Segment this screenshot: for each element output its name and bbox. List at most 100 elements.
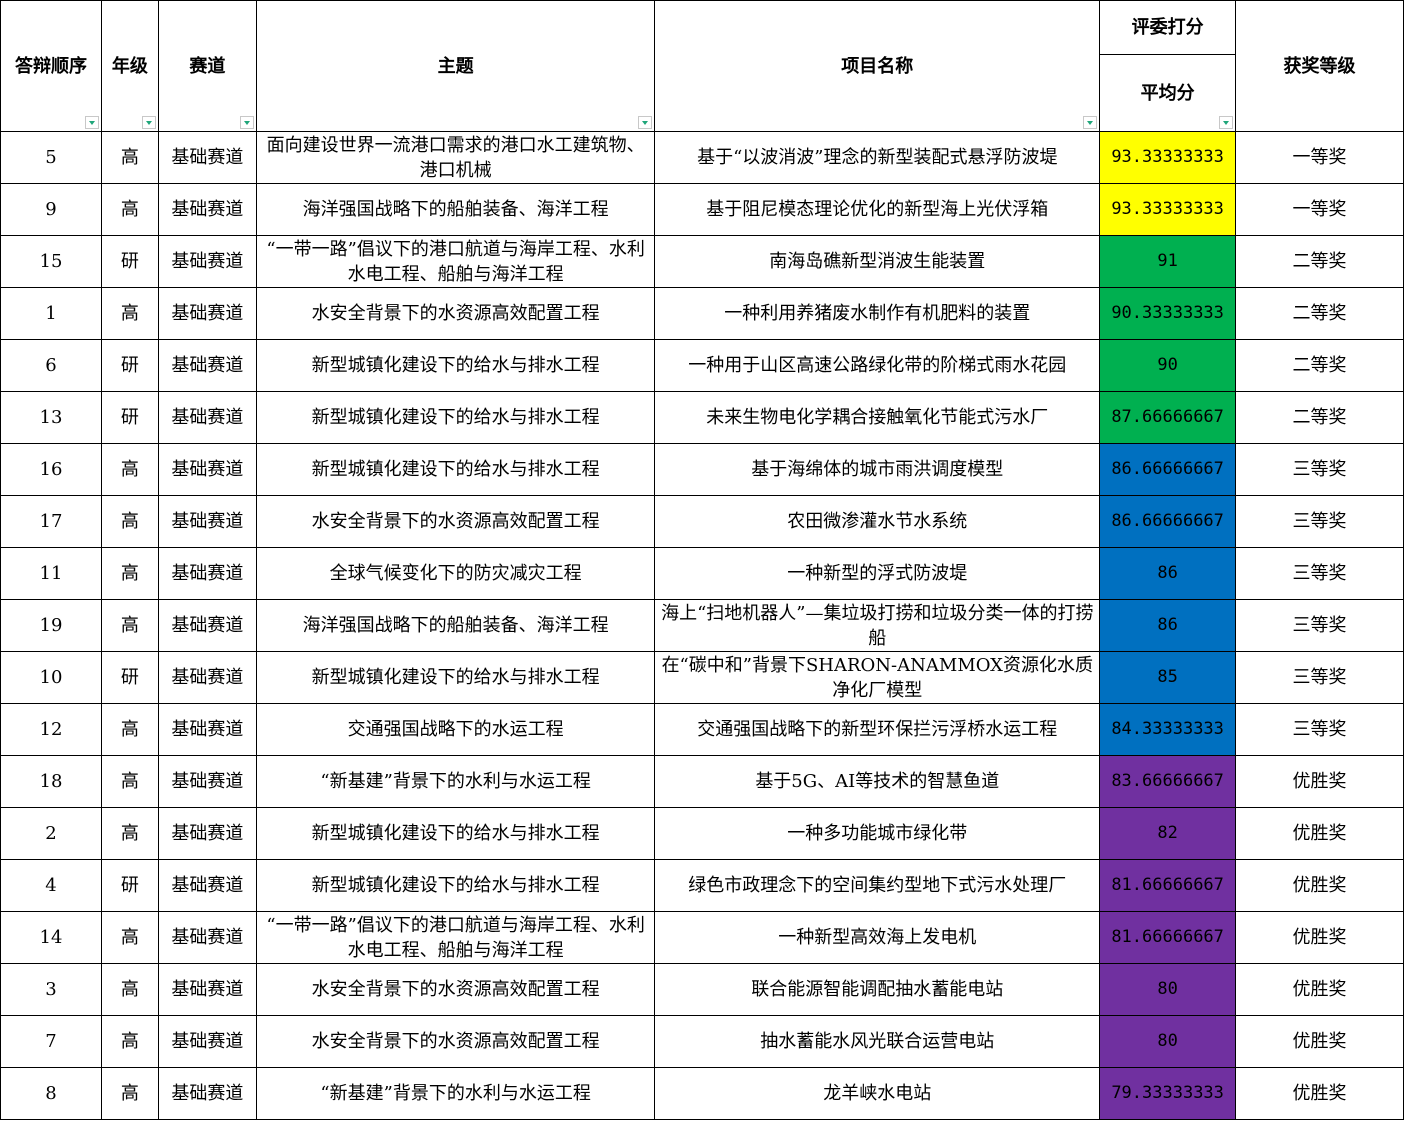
- cell-track[interactable]: 基础赛道: [157, 963, 257, 1016]
- cell-project[interactable]: 基于海绵体的城市雨洪调度模型: [654, 443, 1101, 496]
- cell-track[interactable]: 基础赛道: [157, 287, 257, 340]
- cell-award[interactable]: 三等奖: [1235, 495, 1404, 548]
- cell-track[interactable]: 基础赛道: [157, 599, 257, 652]
- cell-order[interactable]: 10: [0, 651, 102, 704]
- cell-track[interactable]: 基础赛道: [157, 755, 257, 808]
- cell-track[interactable]: 基础赛道: [157, 183, 257, 236]
- cell-award[interactable]: 二等奖: [1235, 339, 1404, 392]
- cell-award[interactable]: 二等奖: [1235, 391, 1404, 444]
- cell-track[interactable]: 基础赛道: [157, 339, 257, 392]
- cell-theme[interactable]: 新型城镇化建设下的给水与排水工程: [255, 807, 656, 860]
- cell-order[interactable]: 1: [0, 287, 102, 340]
- cell-track[interactable]: 基础赛道: [157, 235, 257, 288]
- cell-avg[interactable]: 81.66666667: [1099, 859, 1237, 912]
- cell-avg[interactable]: 90: [1099, 339, 1237, 392]
- cell-project[interactable]: 在“碳中和”背景下SHARON-ANAMMOX资源化水质净化厂模型: [654, 651, 1101, 704]
- cell-grade[interactable]: 高: [100, 911, 159, 964]
- cell-track[interactable]: 基础赛道: [157, 443, 257, 496]
- cell-order[interactable]: 8: [0, 1067, 102, 1120]
- cell-order[interactable]: 19: [0, 599, 102, 652]
- cell-order[interactable]: 11: [0, 547, 102, 600]
- cell-order[interactable]: 5: [0, 131, 102, 184]
- cell-project[interactable]: 一种新型高效海上发电机: [654, 911, 1101, 964]
- cell-award[interactable]: 优胜奖: [1235, 755, 1404, 808]
- cell-avg[interactable]: 80: [1099, 1015, 1237, 1068]
- cell-grade[interactable]: 研: [100, 651, 159, 704]
- filter-dropdown-icon[interactable]: [141, 116, 156, 129]
- cell-order[interactable]: 2: [0, 807, 102, 860]
- cell-order[interactable]: 13: [0, 391, 102, 444]
- cell-theme[interactable]: 海洋强国战略下的船舶装备、海洋工程: [255, 599, 656, 652]
- cell-track[interactable]: 基础赛道: [157, 911, 257, 964]
- cell-project[interactable]: 龙羊峡水电站: [654, 1067, 1101, 1120]
- cell-avg[interactable]: 86: [1099, 547, 1237, 600]
- cell-grade[interactable]: 研: [100, 235, 159, 288]
- cell-project[interactable]: 交通强国战略下的新型环保拦污浮桥水运工程: [654, 703, 1101, 756]
- cell-theme[interactable]: “一带一路”倡议下的港口航道与海岸工程、水利水电工程、船舶与海洋工程: [255, 235, 656, 288]
- cell-track[interactable]: 基础赛道: [157, 1067, 257, 1120]
- cell-avg[interactable]: 85: [1099, 651, 1237, 704]
- cell-track[interactable]: 基础赛道: [157, 495, 257, 548]
- cell-order[interactable]: 14: [0, 911, 102, 964]
- cell-theme[interactable]: 新型城镇化建设下的给水与排水工程: [255, 443, 656, 496]
- cell-theme[interactable]: “新基建”背景下的水利与水运工程: [255, 1067, 656, 1120]
- cell-grade[interactable]: 高: [100, 599, 159, 652]
- cell-theme[interactable]: 交通强国战略下的水运工程: [255, 703, 656, 756]
- cell-award[interactable]: 优胜奖: [1235, 859, 1404, 912]
- cell-project[interactable]: 一种利用养猪废水制作有机肥料的装置: [654, 287, 1101, 340]
- cell-theme[interactable]: 面向建设世界一流港口需求的港口水工建筑物、港口机械: [255, 131, 656, 184]
- cell-order[interactable]: 16: [0, 443, 102, 496]
- cell-avg[interactable]: 86: [1099, 599, 1237, 652]
- cell-grade[interactable]: 高: [100, 547, 159, 600]
- cell-order[interactable]: 15: [0, 235, 102, 288]
- cell-grade[interactable]: 高: [100, 287, 159, 340]
- cell-grade[interactable]: 高: [100, 183, 159, 236]
- cell-project[interactable]: 基于5G、AI等技术的智慧鱼道: [654, 755, 1101, 808]
- cell-grade[interactable]: 研: [100, 391, 159, 444]
- cell-award[interactable]: 三等奖: [1235, 703, 1404, 756]
- cell-theme[interactable]: 水安全背景下的水资源高效配置工程: [255, 495, 656, 548]
- cell-grade[interactable]: 高: [100, 495, 159, 548]
- filter-dropdown-icon[interactable]: [638, 116, 653, 129]
- cell-avg[interactable]: 81.66666667: [1099, 911, 1237, 964]
- filter-dropdown-icon[interactable]: [1083, 116, 1098, 129]
- cell-order[interactable]: 12: [0, 703, 102, 756]
- cell-project[interactable]: 农田微渗灌水节水系统: [654, 495, 1101, 548]
- cell-award[interactable]: 优胜奖: [1235, 1067, 1404, 1120]
- cell-award[interactable]: 三等奖: [1235, 651, 1404, 704]
- cell-project[interactable]: 基于阻尼模态理论优化的新型海上光伏浮箱: [654, 183, 1101, 236]
- cell-award[interactable]: 优胜奖: [1235, 963, 1404, 1016]
- cell-theme[interactable]: “新基建”背景下的水利与水运工程: [255, 755, 656, 808]
- cell-avg[interactable]: 84.33333333: [1099, 703, 1237, 756]
- cell-award[interactable]: 二等奖: [1235, 287, 1404, 340]
- cell-grade[interactable]: 高: [100, 807, 159, 860]
- cell-order[interactable]: 9: [0, 183, 102, 236]
- cell-avg[interactable]: 82: [1099, 807, 1237, 860]
- cell-project[interactable]: 绿色市政理念下的空间集约型地下式污水处理厂: [654, 859, 1101, 912]
- cell-project[interactable]: 未来生物电化学耦合接触氧化节能式污水厂: [654, 391, 1101, 444]
- cell-track[interactable]: 基础赛道: [157, 651, 257, 704]
- cell-grade[interactable]: 研: [100, 859, 159, 912]
- cell-theme[interactable]: 水安全背景下的水资源高效配置工程: [255, 1015, 656, 1068]
- cell-track[interactable]: 基础赛道: [157, 131, 257, 184]
- cell-track[interactable]: 基础赛道: [157, 547, 257, 600]
- cell-order[interactable]: 4: [0, 859, 102, 912]
- cell-track[interactable]: 基础赛道: [157, 859, 257, 912]
- cell-grade[interactable]: 高: [100, 755, 159, 808]
- cell-avg[interactable]: 79.33333333: [1099, 1067, 1237, 1120]
- filter-dropdown-icon[interactable]: [1219, 116, 1234, 129]
- cell-grade[interactable]: 高: [100, 443, 159, 496]
- cell-order[interactable]: 17: [0, 495, 102, 548]
- cell-avg[interactable]: 87.66666667: [1099, 391, 1237, 444]
- cell-award[interactable]: 三等奖: [1235, 443, 1404, 496]
- cell-avg[interactable]: 90.33333333: [1099, 287, 1237, 340]
- cell-order[interactable]: 3: [0, 963, 102, 1016]
- cell-avg[interactable]: 83.66666667: [1099, 755, 1237, 808]
- cell-grade[interactable]: 高: [100, 1015, 159, 1068]
- cell-award[interactable]: 二等奖: [1235, 235, 1404, 288]
- cell-grade[interactable]: 高: [100, 963, 159, 1016]
- cell-award[interactable]: 优胜奖: [1235, 911, 1404, 964]
- cell-avg[interactable]: 86.66666667: [1099, 495, 1237, 548]
- cell-project[interactable]: 联合能源智能调配抽水蓄能电站: [654, 963, 1101, 1016]
- cell-avg[interactable]: 86.66666667: [1099, 443, 1237, 496]
